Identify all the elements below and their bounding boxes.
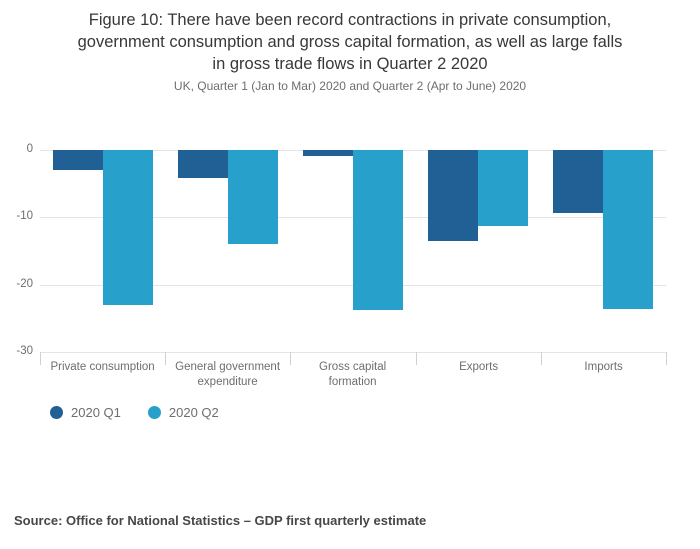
bar-2020-q1-gross-capital-formation[interactable] (303, 150, 353, 156)
category-label-private-consumption: Private consumption (50, 361, 155, 373)
category-label-general-government-expenditure: General government expenditure (175, 361, 281, 388)
y-axis-label: -10 (16, 210, 33, 222)
source-text: Source: Office for National Statistics –… (14, 513, 427, 528)
legend-item-2020-q2[interactable]: 2020 Q2 (147, 405, 219, 420)
legend-swatch-icon (147, 406, 161, 419)
x-axis-tick (40, 352, 41, 365)
category-label-imports: Imports (584, 361, 623, 373)
x-axis-tick (666, 352, 667, 365)
chart-title-line: in gross trade flows in Quarter 2 2020 (212, 55, 488, 73)
chart-legend: 2020 Q1 2020 Q2 (50, 405, 219, 420)
chart-subtitle: UK, Quarter 1 (Jan to Mar) 2020 and Quar… (173, 79, 527, 93)
x-axis-tick (165, 352, 166, 365)
y-axis-label: 0 (26, 143, 33, 155)
bar-2020-q2-gross-capital-formation[interactable] (353, 150, 403, 310)
x-axis-tick (541, 352, 542, 365)
bar-2020-q2-private-consumption[interactable] (103, 150, 153, 305)
legend-label: 2020 Q2 (168, 405, 219, 420)
legend-swatch-icon (50, 406, 63, 419)
chart-title-line: Figure 10: There have been record contra… (88, 11, 612, 29)
chart-title: Figure 10: There have been record contra… (0, 9, 700, 75)
bar-2020-q1-imports[interactable] (553, 150, 603, 213)
legend-item-2020-q1[interactable]: 2020 Q1 (50, 405, 121, 420)
bar-2020-q1-private-consumption[interactable] (53, 150, 103, 170)
chart-title-line: government consumption and gross capital… (77, 33, 623, 51)
y-axis-label: -20 (16, 278, 33, 290)
category-label-exports: Exports (459, 361, 499, 373)
x-axis-tick (416, 352, 417, 365)
legend-label: 2020 Q1 (71, 405, 121, 420)
bar-2020-q2-exports[interactable] (478, 150, 528, 226)
bar-2020-q1-general-government-expenditure[interactable] (178, 150, 228, 178)
x-axis-tick (290, 352, 291, 365)
category-label-gross-capital-formation: Gross capital formation (319, 361, 387, 388)
bar-2020-q1-exports[interactable] (428, 150, 478, 241)
gridline--30 (40, 352, 666, 353)
bar-2020-q2-imports[interactable] (603, 150, 653, 309)
bar-2020-q2-general-government-expenditure[interactable] (228, 150, 278, 244)
y-axis-label: -30 (16, 345, 33, 357)
